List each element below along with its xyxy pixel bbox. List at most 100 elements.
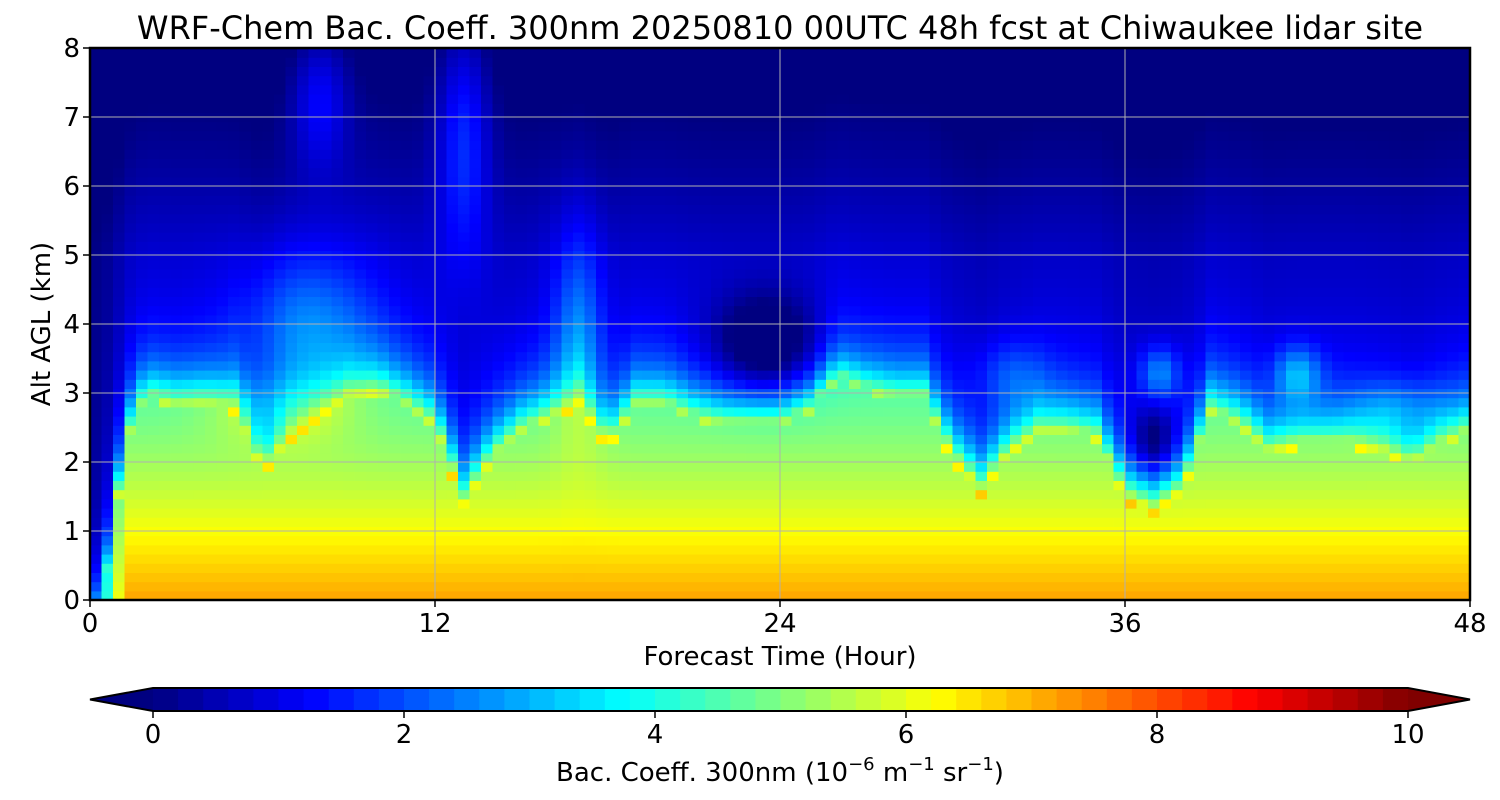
heatmap-cell bbox=[998, 480, 1011, 491]
heatmap-cell bbox=[182, 406, 195, 417]
heatmap-cell bbox=[216, 416, 229, 426]
heatmap-cell bbox=[377, 158, 390, 169]
heatmap-cell bbox=[101, 416, 114, 426]
heatmap-cell bbox=[285, 508, 298, 518]
heatmap-cell bbox=[722, 130, 735, 141]
heatmap-cell bbox=[768, 48, 781, 58]
heatmap-cell bbox=[630, 222, 643, 233]
heatmap-cell bbox=[182, 305, 195, 316]
heatmap-cell bbox=[469, 462, 482, 472]
heatmap-cell bbox=[136, 314, 149, 325]
heatmap-cell bbox=[573, 397, 586, 408]
heatmap-cell bbox=[216, 66, 229, 77]
heatmap-cell bbox=[745, 259, 758, 270]
heatmap-cell bbox=[607, 158, 620, 169]
heatmap-cell bbox=[354, 195, 367, 205]
heatmap-cell bbox=[435, 351, 448, 362]
heatmap-cell bbox=[895, 268, 908, 279]
heatmap-cell bbox=[791, 213, 804, 224]
heatmap-cell bbox=[561, 186, 574, 196]
heatmap-cell bbox=[147, 590, 160, 600]
heatmap-cell bbox=[987, 296, 1000, 307]
heatmap-cell bbox=[354, 268, 367, 279]
heatmap-cell bbox=[1033, 351, 1046, 362]
heatmap-cell bbox=[527, 590, 540, 600]
heatmap-cell bbox=[113, 544, 126, 555]
heatmap-cell bbox=[101, 268, 114, 279]
heatmap-cell bbox=[170, 75, 183, 86]
heatmap-cell bbox=[515, 232, 528, 242]
heatmap-cell bbox=[826, 94, 839, 104]
heatmap-cell bbox=[734, 213, 747, 224]
heatmap-cell bbox=[159, 489, 172, 500]
heatmap-cell bbox=[883, 130, 896, 141]
heatmap-cell bbox=[101, 176, 114, 187]
heatmap-cell bbox=[964, 462, 977, 472]
heatmap-cell bbox=[469, 121, 482, 132]
heatmap-cell bbox=[159, 452, 172, 463]
heatmap-cell bbox=[170, 222, 183, 233]
heatmap-cell bbox=[906, 195, 919, 205]
heatmap-cell bbox=[814, 287, 827, 297]
heatmap-cell bbox=[895, 204, 908, 215]
heatmap-cell bbox=[400, 535, 413, 546]
heatmap-cell bbox=[423, 443, 436, 454]
heatmap-cell bbox=[90, 48, 103, 58]
heatmap-cell bbox=[389, 130, 402, 141]
heatmap-cell bbox=[584, 278, 597, 288]
heatmap-cell bbox=[780, 130, 793, 141]
heatmap-cell bbox=[435, 406, 448, 417]
heatmap-cell bbox=[182, 508, 195, 518]
heatmap-cell bbox=[711, 508, 724, 518]
heatmap-cell bbox=[768, 581, 781, 592]
heatmap-cell bbox=[446, 222, 459, 233]
heatmap-cell bbox=[561, 416, 574, 426]
heatmap-cell bbox=[331, 158, 344, 169]
heatmap-cell bbox=[872, 121, 885, 132]
heatmap-cell bbox=[918, 379, 931, 389]
heatmap-cell bbox=[860, 581, 873, 592]
heatmap-cell bbox=[182, 581, 195, 592]
heatmap-cell bbox=[975, 167, 988, 178]
heatmap-cell bbox=[354, 94, 367, 104]
heatmap-cell bbox=[216, 406, 229, 417]
heatmap-cell bbox=[630, 314, 643, 325]
heatmap-cell bbox=[458, 287, 471, 297]
heatmap-cell bbox=[837, 94, 850, 104]
heatmap-cell bbox=[998, 351, 1011, 362]
heatmap-cell bbox=[159, 167, 172, 178]
heatmap-cell bbox=[872, 572, 885, 583]
heatmap-cell bbox=[895, 370, 908, 380]
heatmap-cell bbox=[849, 75, 862, 86]
heatmap-cell bbox=[1010, 176, 1023, 187]
heatmap-cell bbox=[561, 443, 574, 454]
heatmap-cell bbox=[400, 204, 413, 215]
heatmap-cell bbox=[366, 489, 379, 500]
heatmap-cell bbox=[860, 48, 873, 58]
heatmap-cell bbox=[653, 130, 666, 141]
heatmap-cell bbox=[170, 434, 183, 445]
heatmap-cell bbox=[849, 287, 862, 297]
heatmap-cell bbox=[193, 103, 206, 113]
heatmap-cell bbox=[400, 406, 413, 417]
heatmap-cell bbox=[458, 241, 471, 251]
heatmap-cell bbox=[1021, 259, 1034, 270]
heatmap-cell bbox=[124, 158, 137, 169]
heatmap-cell bbox=[883, 572, 896, 583]
heatmap-cell bbox=[170, 462, 183, 472]
heatmap-cell bbox=[446, 590, 459, 600]
heatmap-cell bbox=[780, 563, 793, 573]
heatmap-cell bbox=[124, 278, 137, 288]
heatmap-cell bbox=[803, 103, 816, 113]
heatmap-cell bbox=[297, 259, 310, 270]
heatmap-cell bbox=[952, 434, 965, 445]
heatmap-cell bbox=[883, 287, 896, 297]
heatmap-cell bbox=[607, 94, 620, 104]
heatmap-cell bbox=[596, 452, 609, 463]
heatmap-cell bbox=[182, 425, 195, 435]
heatmap-cell bbox=[653, 416, 666, 426]
heatmap-cell bbox=[975, 149, 988, 159]
heatmap-cell bbox=[400, 324, 413, 334]
heatmap-cell bbox=[584, 489, 597, 500]
heatmap-cell bbox=[826, 370, 839, 380]
